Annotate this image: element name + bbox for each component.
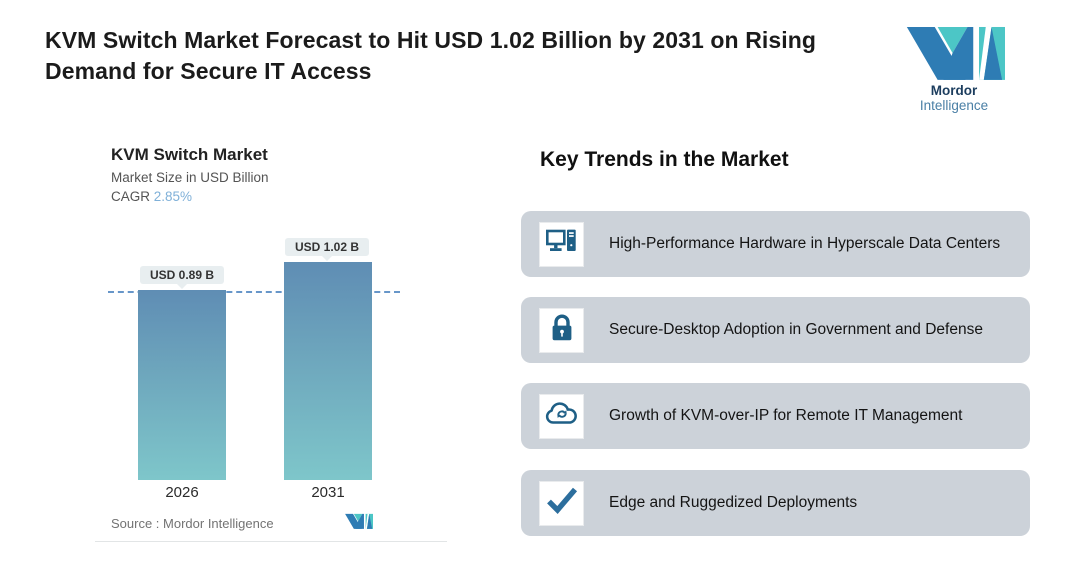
brand-wordmark: Mordor Intelligence <box>900 83 1008 113</box>
icon-tile <box>539 480 584 526</box>
trends-heading: Key Trends in the Market <box>540 148 789 171</box>
padlock-icon <box>550 314 574 347</box>
trend-card-kvm-over-ip: Growth of KVM-over-IP for Remote IT Mana… <box>521 383 1030 449</box>
cagr-value: 2.85% <box>153 189 193 204</box>
trend-text: Edge and Ruggedized Deployments <box>609 494 858 511</box>
source-attribution: Source : Mordor Intelligence <box>111 516 274 531</box>
x-axis-label-2026: 2026 <box>165 484 199 501</box>
trend-card-secure-desktop: Secure-Desktop Adoption in Government an… <box>521 297 1030 363</box>
mordor-logo-mark-small-icon <box>344 513 373 534</box>
page-title: KVM Switch Market Forecast to Hit USD 1.… <box>45 27 817 84</box>
bar-value-label-2031: USD 1.02 B <box>284 238 370 256</box>
mordor-logo-mark-icon <box>900 24 1008 80</box>
reference-dashed-line <box>108 291 400 293</box>
cloud-sync-icon <box>545 401 579 432</box>
brand-name-regular: Intelligence <box>919 98 989 113</box>
brand-name-bold: Mordor <box>930 83 978 98</box>
bar-value-label-2026: USD 0.89 B <box>139 266 225 284</box>
cagr-line: CAGR 2.85% <box>111 189 269 204</box>
chart-header: KVM Switch Market Market Size in USD Bil… <box>111 145 269 204</box>
x-axis-label-2031: 2031 <box>311 484 345 501</box>
icon-tile <box>539 307 584 353</box>
market-chart-card: KVM Switch Market Market Size in USD Bil… <box>95 132 447 542</box>
bar-2026 <box>138 290 226 480</box>
desktop-computer-icon <box>545 229 577 259</box>
trend-card-hardware: High-Performance Hardware in Hyperscale … <box>521 211 1030 277</box>
bar-2031 <box>284 262 372 480</box>
cagr-label: CAGR <box>111 189 154 204</box>
icon-tile <box>539 393 584 439</box>
chart-title: KVM Switch Market <box>111 145 268 164</box>
trend-text: Growth of KVM-over-IP for Remote IT Mana… <box>609 407 963 424</box>
trend-card-edge-deployments: Edge and Ruggedized Deployments <box>521 470 1030 536</box>
chart-subtitle: Market Size in USD Billion <box>111 170 269 185</box>
brand-logo: Mordor Intelligence <box>900 24 1008 113</box>
icon-tile <box>539 221 584 267</box>
checkmark-icon <box>546 487 578 519</box>
trend-text: Secure-Desktop Adoption in Government an… <box>609 321 983 338</box>
trend-text: High-Performance Hardware in Hyperscale … <box>609 235 1001 252</box>
